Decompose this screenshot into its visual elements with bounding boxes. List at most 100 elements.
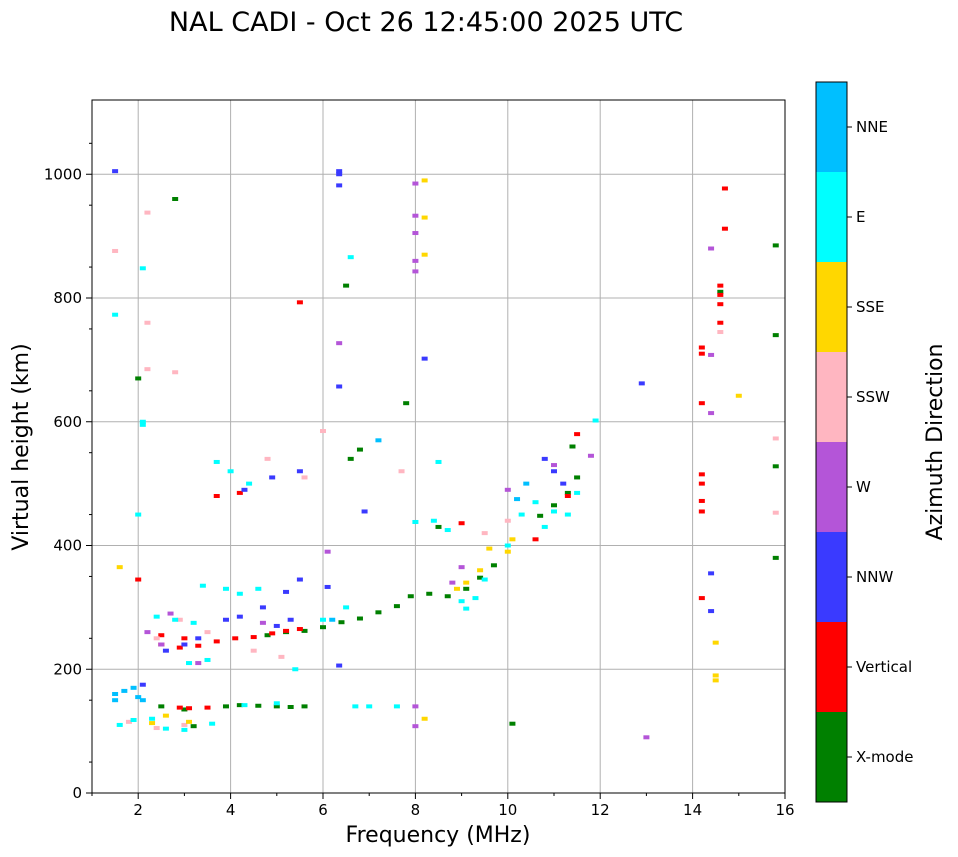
- data-point-w: [458, 565, 465, 570]
- data-point-x-mode: [435, 524, 442, 529]
- data-point-w: [551, 463, 557, 468]
- data-point-e: [592, 418, 599, 423]
- data-point-vertical: [269, 631, 276, 636]
- data-point-vertical: [717, 302, 724, 307]
- data-point-nnw: [551, 469, 557, 474]
- data-point-vertical: [698, 401, 705, 406]
- data-point-x-mode: [356, 616, 363, 621]
- data-point-vertical: [181, 636, 188, 641]
- data-point-x-mode: [158, 704, 165, 709]
- data-point-vertical: [698, 596, 705, 601]
- data-point-nnw: [236, 614, 243, 619]
- data-point-vertical: [717, 292, 724, 297]
- data-point-sse: [162, 713, 169, 718]
- y-tick-label: 1000: [44, 165, 82, 183]
- colorbar-label: NNE: [856, 118, 888, 136]
- data-point-e: [320, 617, 326, 622]
- data-point-e: [241, 703, 248, 708]
- data-point-sse: [186, 719, 193, 724]
- data-point-x-mode: [426, 591, 433, 596]
- y-tick-label: 600: [53, 413, 82, 431]
- data-point-e: [139, 419, 146, 424]
- data-point-vertical: [698, 345, 705, 350]
- colorbar-segment: [816, 442, 847, 532]
- data-point-w: [449, 580, 456, 585]
- data-point-vertical: [186, 706, 193, 711]
- colorbar-segment: [816, 622, 847, 712]
- y-tick-label: 0: [72, 784, 82, 802]
- data-point-e: [204, 657, 211, 662]
- data-point-nne: [375, 438, 382, 443]
- data-point-x-mode: [403, 401, 410, 406]
- data-point-ssw: [181, 722, 188, 727]
- data-point-nnw: [638, 381, 645, 386]
- data-point-nnw: [283, 589, 290, 594]
- colorbar-title: Azimuth Direction: [923, 343, 948, 540]
- y-tick-label: 400: [53, 537, 82, 555]
- x-axis-ticks: 2 4 6 8 10 12 14 16: [91, 793, 795, 819]
- data-point-ssw: [481, 531, 488, 536]
- data-point-vertical: [135, 577, 142, 582]
- colorbar-label: SSE: [856, 298, 885, 316]
- x-tick-label: 12: [591, 801, 610, 819]
- data-point-x-mode: [264, 633, 271, 638]
- data-point-w: [336, 341, 343, 346]
- colorbar-label: Vertical: [856, 658, 912, 676]
- data-point-nne: [135, 695, 142, 700]
- data-point-nnw: [336, 384, 343, 389]
- data-point-w: [412, 258, 419, 263]
- data-point-e: [130, 717, 137, 722]
- data-point-w: [643, 735, 650, 740]
- data-point-nnw: [241, 487, 248, 492]
- data-point-nne: [112, 698, 119, 703]
- data-point-e: [116, 722, 123, 727]
- data-point-e: [541, 524, 548, 529]
- colorbar-label: X-mode: [856, 748, 913, 766]
- data-point-e: [172, 617, 179, 622]
- data-point-e: [209, 721, 216, 726]
- data-point-w: [324, 549, 331, 554]
- data-point-vertical: [698, 351, 705, 356]
- data-point-ssw: [153, 636, 160, 641]
- data-point-sse: [421, 178, 428, 183]
- data-point-ssw: [153, 726, 160, 731]
- data-point-nne: [514, 497, 521, 502]
- data-point-nnw: [287, 617, 294, 622]
- data-point-w: [412, 213, 419, 218]
- data-point-nnw: [336, 663, 343, 668]
- data-point-x-mode: [255, 703, 262, 708]
- colorbar-segment: [816, 262, 847, 352]
- data-point-nnw: [708, 609, 715, 614]
- data-point-x-mode: [717, 289, 724, 294]
- data-point-x-mode: [407, 594, 414, 599]
- colorbar-segment: [816, 532, 847, 622]
- data-point-sse: [116, 565, 123, 570]
- data-point-vertical: [213, 494, 220, 498]
- data-point-vertical: [721, 226, 728, 231]
- data-point-x-mode: [772, 243, 779, 248]
- chart-title: NAL CADI - Oct 26 12:45:00 2025 UTC: [169, 7, 683, 38]
- data-point-x-mode: [222, 704, 229, 709]
- data-point-x-mode: [564, 490, 571, 495]
- data-point-vertical: [176, 645, 183, 650]
- data-point-vertical: [698, 472, 705, 477]
- data-point-e: [246, 481, 253, 486]
- data-point-nnw: [273, 623, 280, 628]
- data-point-nnw: [296, 469, 303, 474]
- data-point-x-mode: [273, 704, 280, 709]
- data-point-vertical: [296, 300, 303, 305]
- data-point-e: [435, 459, 442, 464]
- data-point-w: [412, 181, 419, 186]
- data-point-nnw: [361, 509, 368, 514]
- data-point-vertical: [158, 633, 165, 638]
- data-point-e: [273, 701, 280, 706]
- y-tick-label: 200: [53, 660, 82, 678]
- data-point-vertical: [250, 635, 257, 640]
- data-point-ssw: [772, 436, 779, 441]
- data-point-ssw: [144, 320, 151, 325]
- data-point-sse: [421, 215, 428, 220]
- data-point-sse: [421, 716, 428, 721]
- data-point-e: [153, 614, 160, 619]
- colorbar-segment: [816, 352, 847, 442]
